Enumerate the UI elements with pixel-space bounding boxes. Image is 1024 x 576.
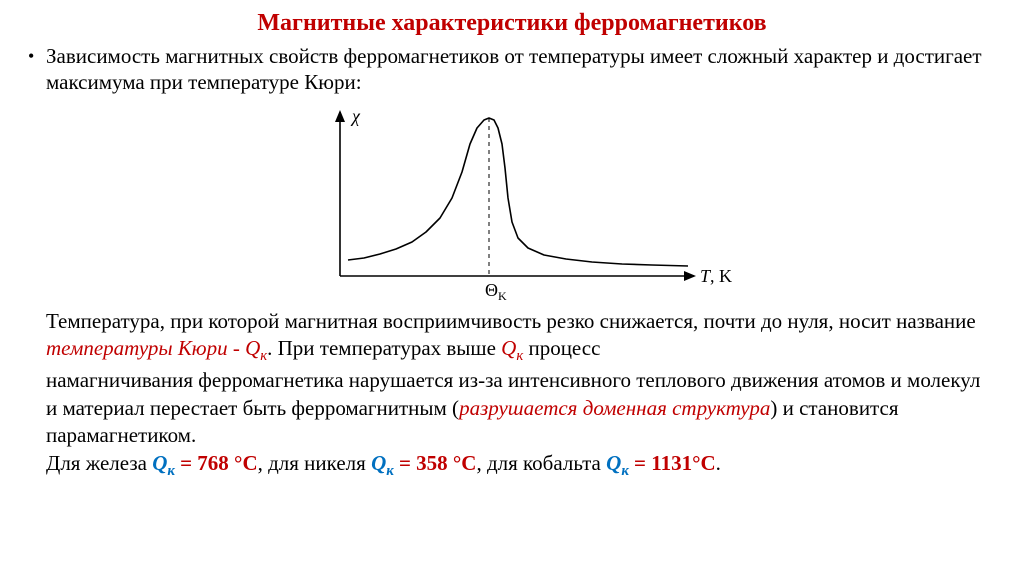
chart-container: χ ΘK T, K <box>28 98 996 306</box>
qk-symbol-1: Qк <box>501 336 523 360</box>
bullet-row: • Зависимость магнитных свойств ферромаг… <box>28 43 996 96</box>
qk-nickel: Qк <box>371 451 394 475</box>
p3-nickel-label: , для никеля <box>258 451 371 475</box>
p1-text-c: . При температурах выше <box>267 336 501 360</box>
p3-cobalt-label: , для кобальта <box>476 451 606 475</box>
p1-text-e: процесс <box>523 336 600 360</box>
bullet-text: Зависимость магнитных свойств ферромагне… <box>46 43 996 96</box>
curie-term: температуры Кюри - Qк <box>46 336 267 360</box>
svg-text:T, K: T, K <box>700 266 732 286</box>
susceptibility-chart: χ ΘK T, K <box>292 98 732 306</box>
p3-end: . <box>716 451 721 475</box>
qk-cobalt: Qк <box>606 451 629 475</box>
bullet-marker: • <box>28 43 46 69</box>
page-title: Магнитные характеристики ферромагнетиков <box>28 10 996 37</box>
nickel-value: = 358 °С <box>394 451 477 475</box>
cobalt-value: = 1131°С <box>629 451 716 475</box>
p1-text-a: Температура, при которой магнитная воспр… <box>46 309 976 333</box>
svg-text:χ: χ <box>350 106 361 126</box>
svg-text:ΘK: ΘK <box>485 280 507 303</box>
qk-iron: Qк <box>152 451 175 475</box>
domain-destruction: разрушается доменная структура <box>459 396 770 420</box>
p3-iron-label: Для железа <box>46 451 152 475</box>
iron-value: = 768 °С <box>175 451 258 475</box>
body-text: Температура, при которой магнитная воспр… <box>46 308 992 482</box>
